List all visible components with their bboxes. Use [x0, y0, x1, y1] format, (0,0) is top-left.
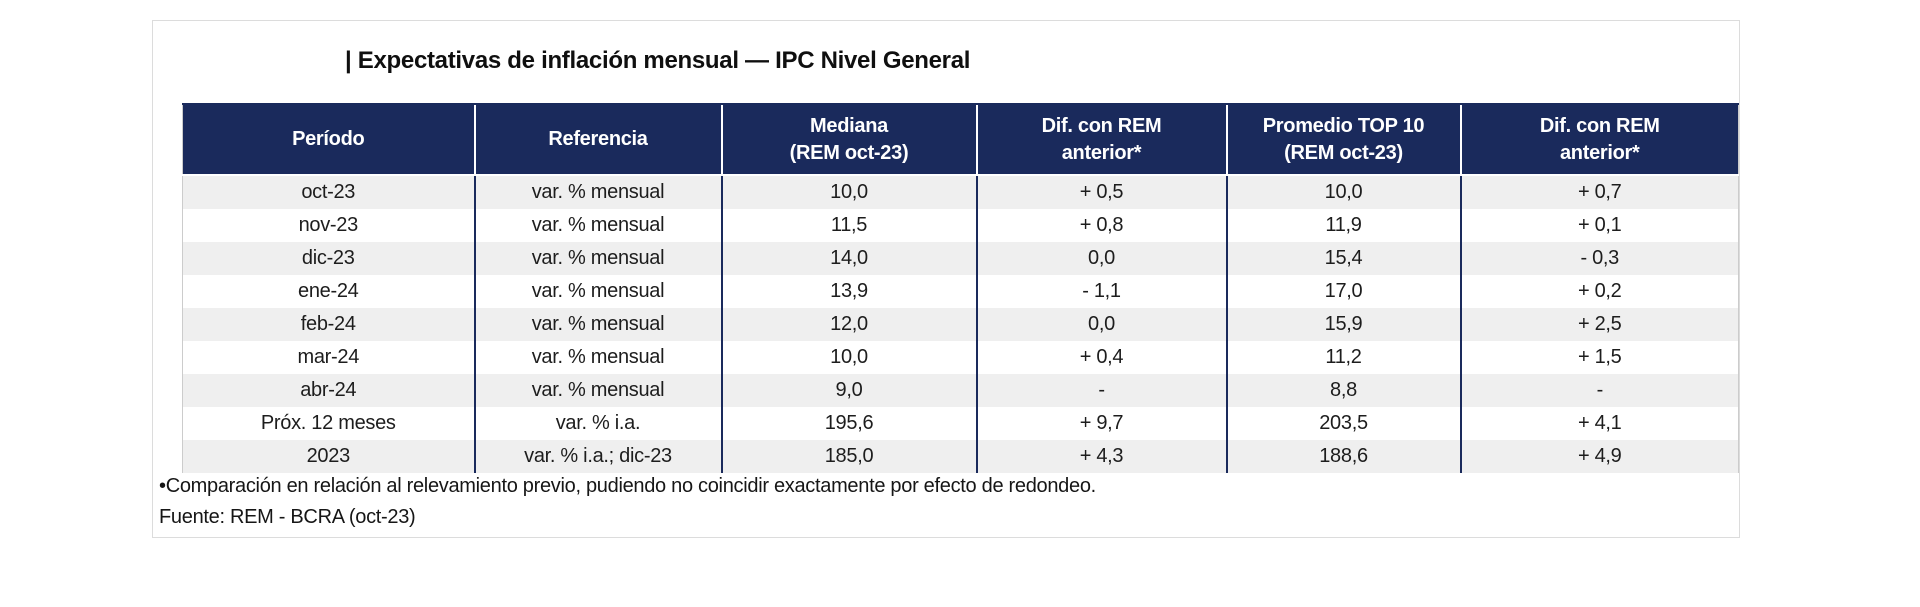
col-header-dif-rem-anterior-2: Dif. con REM anterior* — [1459, 103, 1739, 176]
header-line: Período — [292, 128, 365, 150]
cell-periodo: ene-24 — [298, 280, 359, 302]
cell-mediana: 9,0 — [720, 374, 977, 407]
cell-dif-anterior-1: + 0,5 — [975, 175, 1227, 209]
cell-periodo: nov-23 — [298, 214, 359, 236]
cell-referencia: var. % mensual — [473, 275, 722, 308]
cell-mediana: 10,0 — [720, 175, 977, 209]
cell-dif-anterior-1: + 4,3 — [975, 440, 1227, 473]
cell-referencia: var. % mensual — [473, 175, 722, 209]
cell-mediana: 12,0 — [720, 308, 977, 341]
source-note: Fuente: REM - BCRA (oct-23) — [159, 506, 416, 528]
header-line: (REM oct-23) — [789, 141, 909, 164]
table-row: dic-23 var. % mensual 14,0 0,0 15,4 - 0,… — [182, 242, 1739, 275]
cell-dif-anterior-2: + 0,7 — [1459, 175, 1739, 209]
cell-periodo: Próx. 12 meses — [260, 412, 396, 434]
cell-promedio-top10: 17,0 — [1225, 275, 1461, 308]
cell-dif-anterior-1: + 9,7 — [975, 407, 1227, 440]
table-body: oct-23 var. % mensual 10,0 + 0,5 10,0 + … — [182, 175, 1739, 473]
table-row: feb-24 var. % mensual 12,0 0,0 15,9 + 2,… — [182, 308, 1739, 341]
table-row: Próx. 12 meses var. % i.a. 195,6 + 9,7 2… — [182, 407, 1739, 440]
cell-mediana: 14,0 — [720, 242, 977, 275]
table-row: nov-23 var. % mensual 11,5 + 0,8 11,9 + … — [182, 209, 1739, 242]
col-header-periodo: Período — [182, 103, 475, 176]
cell-promedio-top10: 203,5 — [1225, 407, 1461, 440]
col-header-promedio-top10: Promedio TOP 10 (REM oct-23) — [1225, 103, 1461, 176]
cell-dif-anterior-1: + 0,8 — [975, 209, 1227, 242]
table-row: ene-24 var. % mensual 13,9 - 1,1 17,0 + … — [182, 275, 1739, 308]
cell-dif-anterior-2: + 2,5 — [1459, 308, 1739, 341]
cell-promedio-top10: 188,6 — [1225, 440, 1461, 473]
cell-mediana: 10,0 — [720, 341, 977, 374]
header-line: Dif. con REM — [1041, 114, 1162, 137]
cell-referencia: var. % mensual — [473, 242, 722, 275]
cell-referencia: var. % mensual — [473, 308, 722, 341]
table-header: Período Referencia Mediana (REM oct-23) … — [182, 103, 1739, 176]
cell-mediana: 11,5 — [720, 209, 977, 242]
cell-promedio-top10: 15,9 — [1225, 308, 1461, 341]
table-row: mar-24 var. % mensual 10,0 + 0,4 11,2 + … — [182, 341, 1739, 374]
cell-promedio-top10: 10,0 — [1225, 175, 1461, 209]
header-line: Dif. con REM — [1539, 114, 1660, 137]
footnote-comparison: •Comparación en relación al relevamiento… — [159, 475, 1096, 497]
table-row: oct-23 var. % mensual 10,0 + 0,5 10,0 + … — [182, 175, 1739, 209]
cell-dif-anterior-2: + 0,1 — [1459, 209, 1739, 242]
report-card: | Expectativas de inflación mensual — IP… — [152, 20, 1740, 538]
cell-dif-anterior-1: 0,0 — [975, 242, 1227, 275]
header-line: anterior* — [1061, 141, 1142, 164]
cell-mediana: 13,9 — [720, 275, 977, 308]
cell-mediana: 185,0 — [720, 440, 977, 473]
col-header-dif-rem-anterior-1: Dif. con REM anterior* — [975, 103, 1227, 176]
cell-promedio-top10: 8,8 — [1225, 374, 1461, 407]
table-row: 2023 var. % i.a.; dic-23 185,0 + 4,3 188… — [182, 440, 1739, 473]
cell-referencia: var. % mensual — [473, 209, 722, 242]
cell-dif-anterior-1: - 1,1 — [975, 275, 1227, 308]
cell-periodo: feb-24 — [300, 313, 356, 335]
cell-dif-anterior-2: - 0,3 — [1459, 242, 1739, 275]
cell-referencia: var. % mensual — [473, 341, 722, 374]
header-line: Promedio TOP 10 — [1262, 114, 1425, 137]
cell-dif-anterior-2: + 1,5 — [1459, 341, 1739, 374]
cell-periodo: dic-23 — [301, 247, 355, 269]
col-header-referencia: Referencia — [473, 103, 722, 176]
cell-promedio-top10: 11,9 — [1225, 209, 1461, 242]
cell-dif-anterior-2: + 4,9 — [1459, 440, 1739, 473]
cell-periodo: abr-24 — [300, 379, 357, 401]
cell-promedio-top10: 11,2 — [1225, 341, 1461, 374]
cell-dif-anterior-2: + 4,1 — [1459, 407, 1739, 440]
cell-referencia: var. % i.a.; dic-23 — [473, 440, 722, 473]
cell-periodo: mar-24 — [297, 346, 360, 368]
inflation-expectations-table: Período Referencia Mediana (REM oct-23) … — [182, 103, 1739, 473]
cell-dif-anterior-1: 0,0 — [975, 308, 1227, 341]
header-line: Mediana — [810, 114, 888, 137]
table-row: abr-24 var. % mensual 9,0 - 8,8 - — [182, 374, 1739, 407]
cell-periodo: 2023 — [306, 445, 351, 467]
header-line: anterior* — [1559, 141, 1640, 164]
cell-mediana: 195,6 — [720, 407, 977, 440]
header-line: Referencia — [548, 128, 648, 150]
col-header-mediana: Mediana (REM oct-23) — [720, 103, 977, 176]
cell-dif-anterior-2: + 0,2 — [1459, 275, 1739, 308]
cell-referencia: var. % i.a. — [473, 407, 722, 440]
header-row: Período Referencia Mediana (REM oct-23) … — [182, 103, 1739, 176]
header-line: (REM oct-23) — [1284, 141, 1403, 164]
cell-dif-anterior-1: + 0,4 — [975, 341, 1227, 374]
cell-dif-anterior-2: - — [1459, 374, 1739, 407]
chart-title: | Expectativas de inflación mensual — IP… — [345, 47, 971, 74]
cell-periodo: oct-23 — [301, 181, 356, 203]
cell-referencia: var. % mensual — [473, 374, 722, 407]
cell-promedio-top10: 15,4 — [1225, 242, 1461, 275]
cell-dif-anterior-1: - — [975, 374, 1227, 407]
